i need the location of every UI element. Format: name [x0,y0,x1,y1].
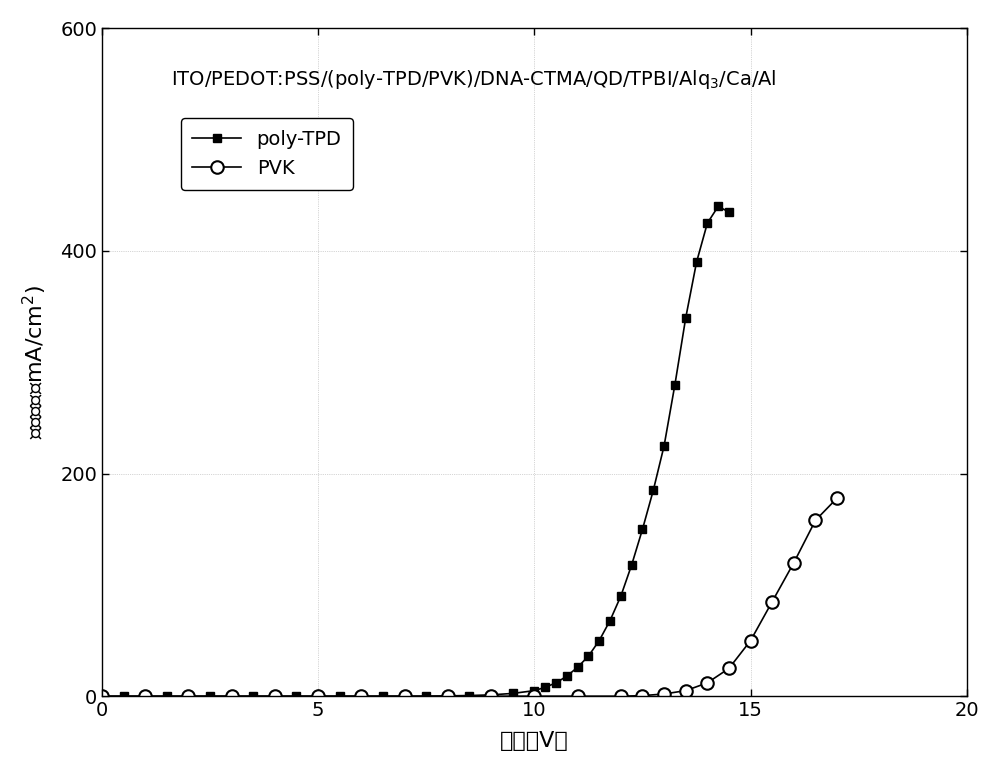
poly-TPD [680,313,692,323]
poly-TPD [550,679,562,688]
poly-TPD [615,591,627,601]
poly-TPD [463,691,475,700]
PVK [745,636,757,645]
Line: poly-TPD: poly-TPD [98,202,733,700]
PVK [572,692,584,701]
PVK [636,691,648,700]
poly-TPD [139,692,151,701]
poly-TPD [582,652,594,661]
Text: ITO/PEDOT:PSS/(poly-TPD/PVK)/DNA-CTMA/QD/TPBI/Alq$_3$/Ca/Al: ITO/PEDOT:PSS/(poly-TPD/PVK)/DNA-CTMA/QD… [171,69,777,91]
PVK [355,692,367,701]
poly-TPD [572,662,584,672]
PVK [615,692,627,701]
poly-TPD [204,692,216,701]
PVK [182,692,194,701]
poly-TPD [723,208,735,217]
poly-TPD [528,686,540,696]
poly-TPD [604,616,616,625]
poly-TPD [118,692,130,701]
poly-TPD [485,690,497,699]
poly-TPD [561,672,573,681]
PVK [788,558,800,567]
PVK [226,692,238,701]
PVK [766,597,778,606]
poly-TPD [312,692,324,701]
poly-TPD [647,486,659,495]
poly-TPD [669,380,681,389]
poly-TPD [593,636,605,645]
poly-TPD [636,525,648,534]
poly-TPD [507,689,519,698]
PVK [312,692,324,701]
poly-TPD [626,560,638,570]
PVK [680,686,692,696]
poly-TPD [442,691,454,700]
poly-TPD [290,692,302,701]
X-axis label: 电压（V）: 电压（V） [500,731,569,751]
PVK [399,692,411,701]
poly-TPD [701,218,713,228]
poly-TPD [247,692,259,701]
poly-TPD [399,692,411,701]
poly-TPD [334,692,346,701]
poly-TPD [355,692,367,701]
Y-axis label: 电流密度（mA/cm$^2$): 电流密度（mA/cm$^2$) [21,286,49,439]
PVK [485,692,497,701]
PVK [831,493,843,503]
PVK [723,664,735,673]
PVK [658,689,670,699]
PVK [442,692,454,701]
Line: PVK: PVK [96,492,843,703]
poly-TPD [658,441,670,450]
PVK [701,679,713,688]
PVK [528,692,540,701]
PVK [269,692,281,701]
poly-TPD [96,692,108,701]
PVK [96,692,108,701]
PVK [139,692,151,701]
Legend: poly-TPD, PVK: poly-TPD, PVK [181,118,353,190]
poly-TPD [539,682,551,692]
poly-TPD [182,692,194,701]
poly-TPD [420,692,432,701]
PVK [809,516,821,525]
poly-TPD [269,692,281,701]
poly-TPD [712,201,724,211]
poly-TPD [226,692,238,701]
poly-TPD [377,692,389,701]
poly-TPD [691,257,703,266]
poly-TPD [161,692,173,701]
